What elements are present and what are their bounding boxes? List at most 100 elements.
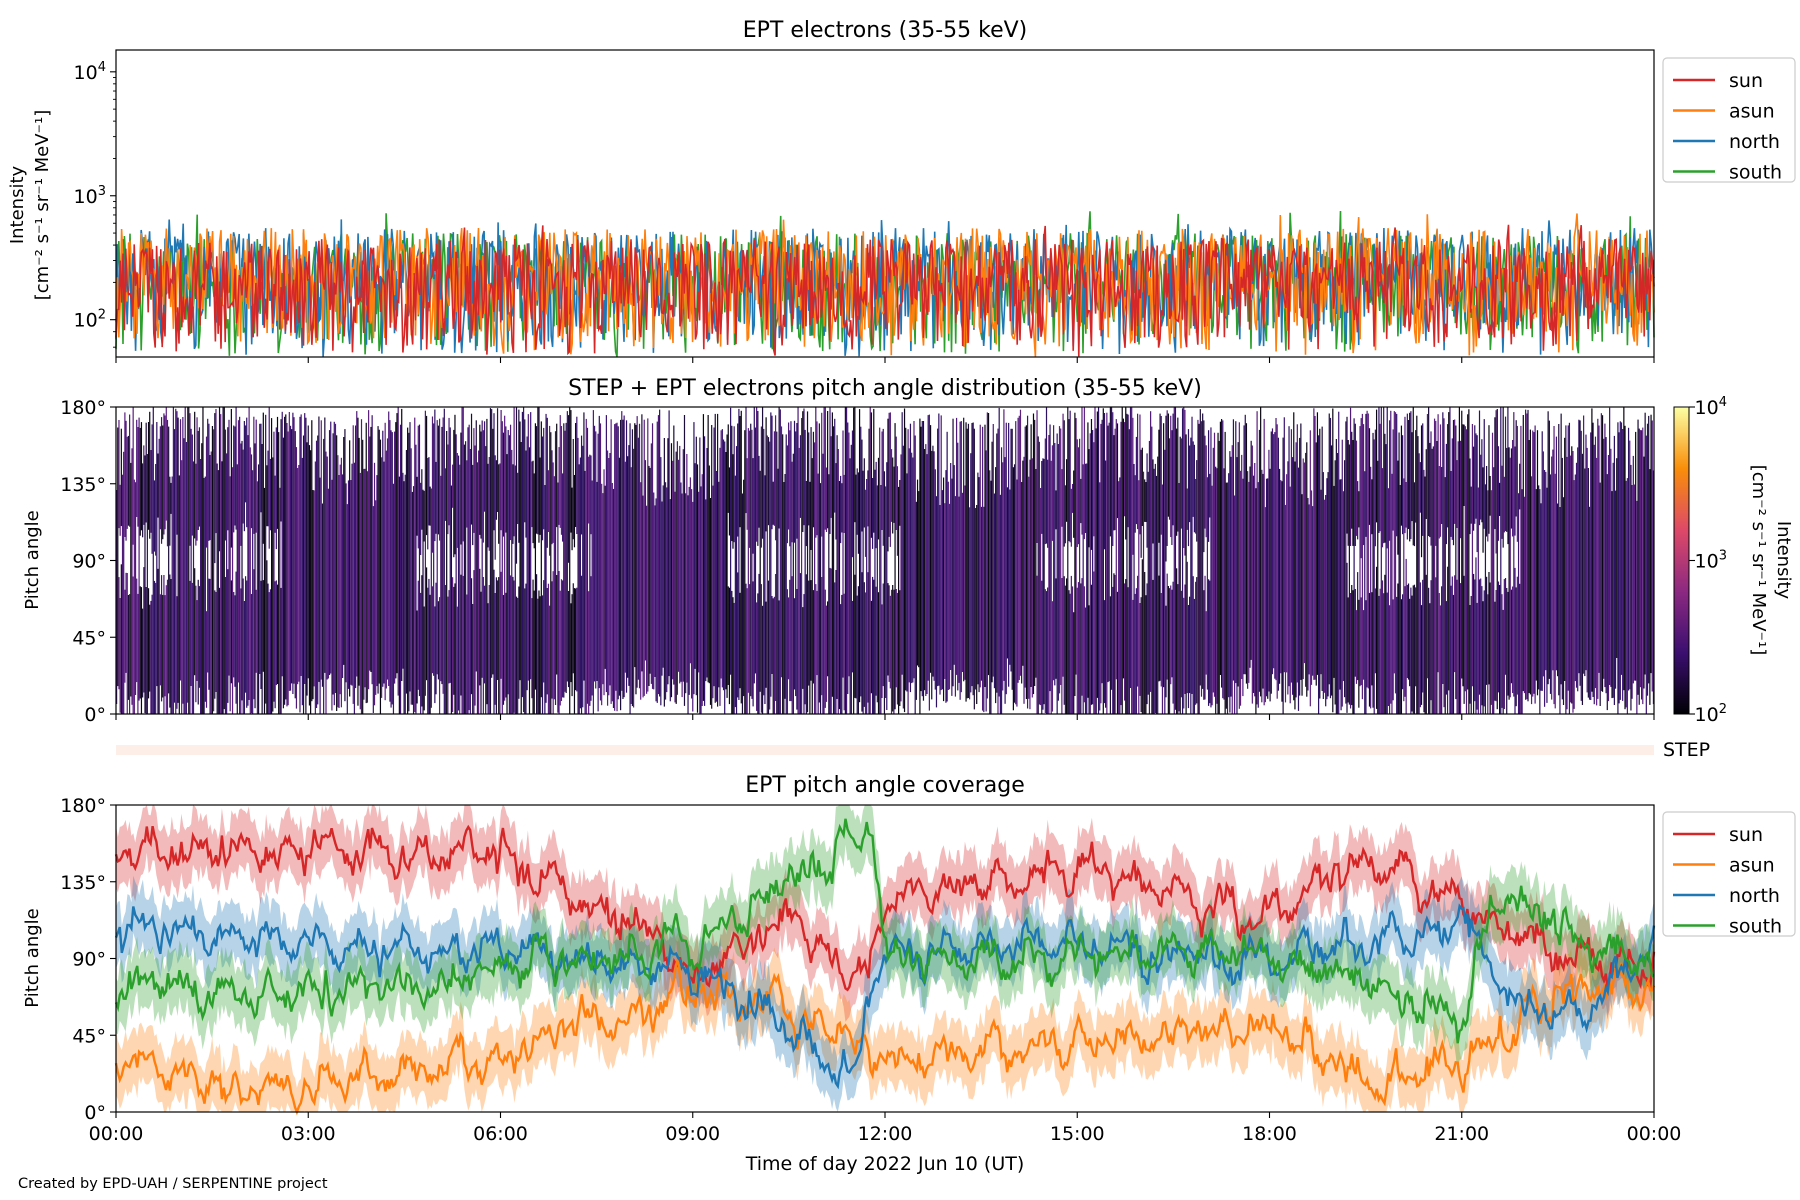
heat-cell [1137,413,1139,530]
heat-cell [373,462,376,706]
heat-cell [1119,477,1121,714]
heat-cell [986,412,988,699]
heat-cell [1415,430,1417,523]
heat-cell [693,422,695,695]
heat-cell [509,575,512,714]
heat-cell [1081,578,1083,696]
heat-cell [1441,467,1443,524]
heat-cell [1562,497,1565,705]
heat-cell [369,436,371,671]
heat-cell [267,583,269,714]
heat-cell [195,463,197,546]
heat-cell [656,421,658,703]
heat-cell [883,471,886,714]
heat-cell [861,439,863,532]
heat-cell [1217,432,1219,714]
heat-cell [1432,446,1434,714]
heat-cell [116,490,118,704]
heat-cell [606,450,609,706]
heat-cell [1360,418,1362,559]
heat-cell [1107,425,1109,683]
heat-cell [1270,431,1272,694]
heat-cell [525,583,527,714]
heat-cell [498,464,500,544]
heat-cell [1438,466,1440,539]
heat-cell [1164,449,1166,714]
heat-cell [266,560,268,714]
heat-cell [493,413,495,531]
heat-cell [696,464,699,713]
heat-cell [117,427,119,687]
heat-cell [244,576,247,693]
heat-cell [537,598,539,714]
heat-cell [1041,580,1043,714]
heat-cell [1556,503,1559,677]
heat-cell [473,570,475,714]
series-line-sun [115,224,1655,357]
heat-cell [1134,475,1136,533]
heat-cell [553,476,555,700]
heat-cell [446,431,448,714]
heat-cell [1372,432,1374,708]
heat-cell [1435,577,1437,714]
heat-cell [1478,410,1481,526]
heat-cell [1322,472,1324,699]
series-line-south [114,818,1655,1044]
heat-cell [759,470,761,692]
heat-cell [1132,599,1134,714]
colorbar-tick-label: 102 [1695,702,1727,726]
heat-cell [1044,438,1046,545]
heat-cell [612,488,615,708]
heat-cell [512,576,514,714]
heat-cell [307,425,309,679]
heat-cell [893,589,895,714]
heat-cell [1646,423,1649,696]
heat-cell [877,457,880,540]
heat-cell [990,480,992,714]
heat-cell [1079,438,1081,714]
heat-cell [828,474,830,714]
heat-cell [1573,480,1575,709]
heat-cell [1003,409,1005,681]
heat-cell [1457,441,1459,714]
heat-cell [460,574,462,696]
heat-cell [1263,418,1265,706]
heat-cell [349,440,351,697]
heat-cell [1163,423,1165,688]
series-band-asun [116,932,1654,1112]
heat-cell [1088,449,1090,548]
heat-cell [1354,589,1356,677]
y-axis-label-2: Pitch angle [22,510,43,609]
heat-cell [1129,407,1132,688]
heat-cell [137,427,139,527]
heat-cell [1024,426,1026,688]
heat-cell [1643,456,1645,689]
heat-cell [1042,458,1044,710]
heat-cell [887,583,889,676]
heat-cell [351,463,353,686]
heat-cell [1452,594,1455,714]
heat-cell [321,503,324,687]
heat-cell [541,436,544,541]
heat-cell [1316,412,1319,675]
heat-cell [1013,464,1016,703]
heat-cell [243,421,245,532]
heat-cell [1591,408,1593,692]
heat-cell [197,579,199,705]
heat-cell [1093,571,1095,714]
heat-cell [248,407,250,700]
heat-cell [718,481,720,688]
heat-cell [1452,420,1455,546]
heat-cell [1234,495,1236,714]
heat-cell [803,594,805,714]
heat-cell [191,434,193,536]
heat-cell [724,441,726,714]
heat-cell [965,422,967,702]
heat-cell [735,446,738,714]
heat-cell [1115,419,1117,680]
heat-cell [827,601,829,677]
heat-cell [824,589,826,708]
heat-cell [815,407,817,538]
heat-cell [1043,458,1045,705]
heat-cell [989,470,991,714]
